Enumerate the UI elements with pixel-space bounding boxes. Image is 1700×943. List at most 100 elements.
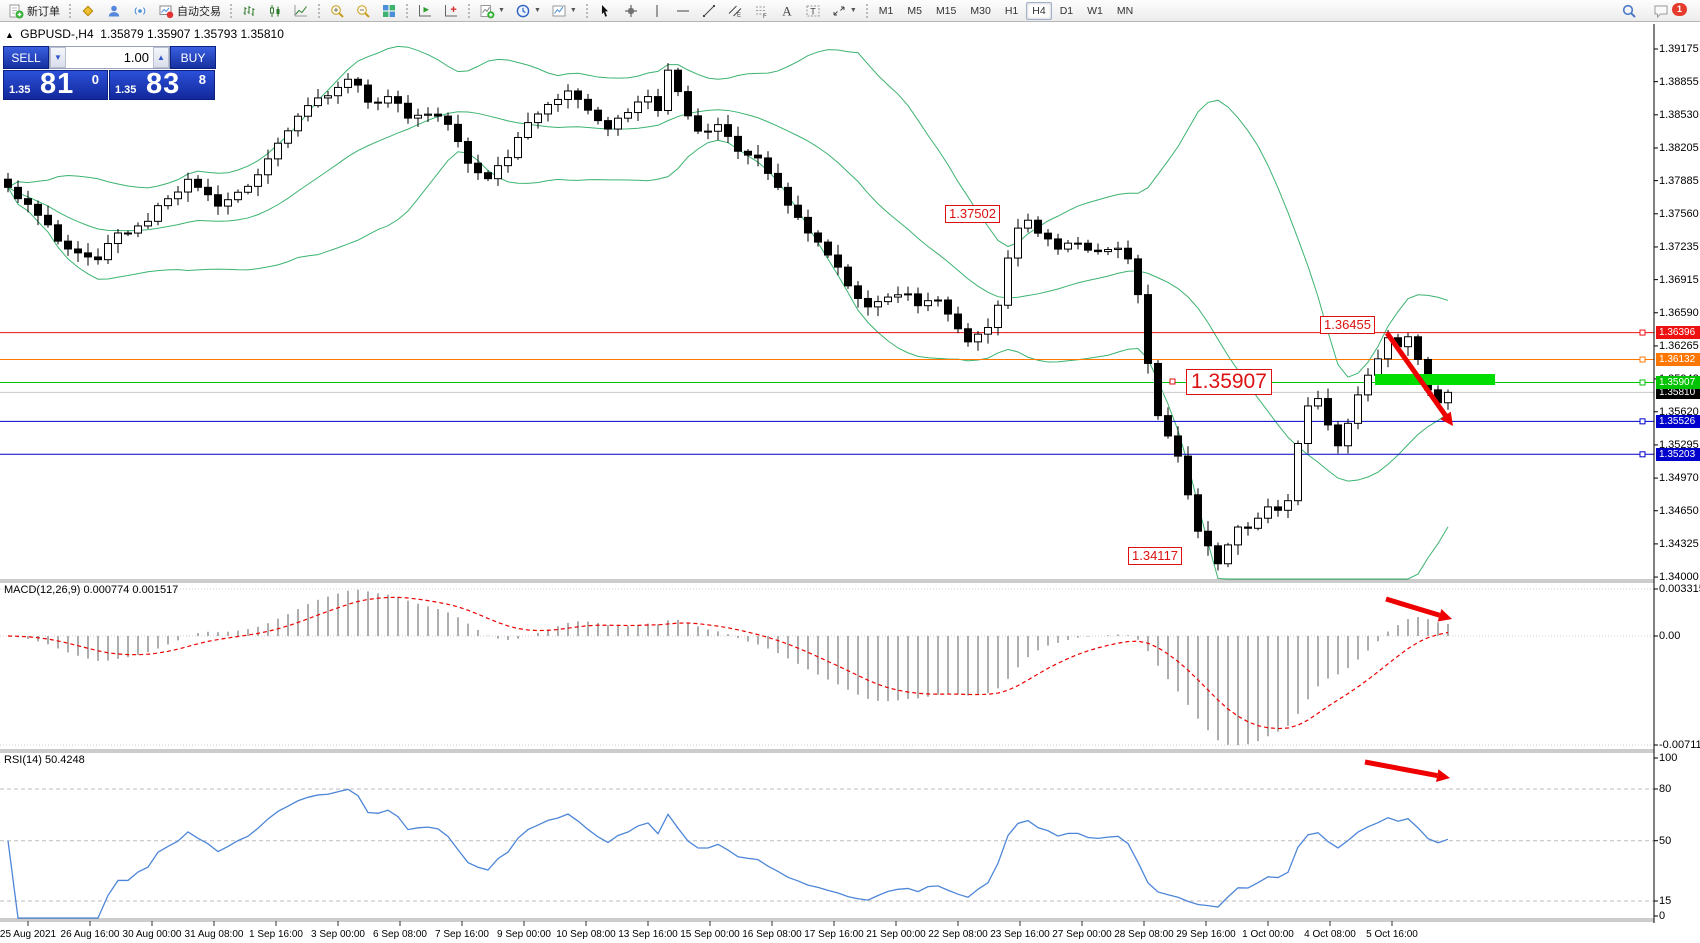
timeframe-M5[interactable]: M5 bbox=[907, 4, 922, 17]
time-axis-label: 1 Oct 00:00 bbox=[1242, 929, 1294, 940]
trendline-icon[interactable] bbox=[697, 0, 721, 21]
time-axis-label: 5 Oct 16:00 bbox=[1366, 929, 1418, 940]
toolbar-buttons: 新订单 自动交易 ▼ ▼ ▼ E F A T ▼ bbox=[3, 0, 872, 21]
text-icon[interactable]: A bbox=[775, 0, 799, 21]
top-toolbar: 新订单 自动交易 ▼ ▼ ▼ E F A T ▼ M1 M5 M15 M30 H1 H4 D1 W1 MN 1 bbox=[0, 0, 1700, 22]
buy-price-prefix: 1.35 bbox=[115, 84, 137, 96]
trend-arrow-annotations[interactable] bbox=[1364, 331, 1453, 782]
timeframe-M1[interactable]: M1 bbox=[878, 4, 894, 17]
time-axis-label: 28 Sep 08:00 bbox=[1114, 929, 1174, 940]
vertical-line-icon[interactable] bbox=[645, 0, 669, 21]
toolbar-separator bbox=[318, 3, 320, 18]
toolbar-separator bbox=[230, 3, 232, 18]
line-chart-icon[interactable] bbox=[289, 0, 313, 21]
toolbar-right: 1 bbox=[1616, 1, 1695, 21]
new-chart-icon[interactable]: ▼ bbox=[475, 0, 509, 21]
price-callout[interactable]: 1.37502 bbox=[945, 205, 1000, 223]
signals-icon[interactable] bbox=[128, 0, 152, 21]
chat-icon[interactable] bbox=[1649, 1, 1673, 22]
axis-tick-label: 1.37235 bbox=[1659, 240, 1699, 253]
green-highlight-zone[interactable] bbox=[1375, 374, 1495, 385]
time-axis-label: 13 Sep 16:00 bbox=[618, 929, 678, 940]
bar-chart-icon[interactable] bbox=[237, 0, 261, 21]
axis-tick-label: 100 bbox=[1659, 752, 1678, 764]
notification-badge[interactable]: 1 bbox=[1672, 2, 1687, 16]
horizontal-line-icon[interactable] bbox=[671, 0, 695, 21]
axis-tick-label: 1.34970 bbox=[1659, 472, 1699, 485]
axis-tick-label: 0.00 bbox=[1659, 630, 1681, 642]
axis-tick-label: 0.003315 bbox=[1659, 583, 1700, 595]
arrow-objects-icon[interactable]: ▼ bbox=[827, 0, 861, 21]
hline-anchor-handle[interactable] bbox=[1639, 329, 1646, 336]
volume-decrease-button[interactable]: ▼ bbox=[50, 47, 66, 68]
timeframe-toolbar: M1 M5 M15 M30 H1 H4 D1 W1 MN bbox=[872, 1, 1140, 20]
time-axis-label: 21 Sep 00:00 bbox=[866, 929, 926, 940]
timeframe-H1[interactable]: H1 bbox=[1004, 4, 1019, 17]
price-callout[interactable]: 1.34117 bbox=[1128, 547, 1183, 565]
hline-anchor-handle[interactable] bbox=[1639, 379, 1646, 386]
zoom-out-icon[interactable] bbox=[351, 0, 375, 21]
time-axis-label: 16 Sep 08:00 bbox=[742, 929, 802, 940]
tile-windows-icon[interactable] bbox=[377, 0, 401, 21]
volume-control: ▼ 1.00 ▲ bbox=[49, 46, 170, 69]
price-callout[interactable]: 1.35907 bbox=[1186, 369, 1272, 395]
periodicity-icon[interactable]: ▼ bbox=[511, 0, 545, 21]
horizontal-line-objects[interactable] bbox=[0, 329, 1654, 458]
volume-input[interactable]: 1.00 bbox=[123, 50, 149, 65]
svg-text:T: T bbox=[810, 6, 816, 16]
candlestick-series bbox=[4, 63, 1452, 571]
sell-button[interactable]: SELL bbox=[3, 46, 49, 69]
svg-text:E: E bbox=[737, 13, 741, 19]
time-axis-label: 29 Sep 16:00 bbox=[1176, 929, 1236, 940]
axis-tick-label: 1.39175 bbox=[1659, 43, 1699, 55]
auto-trading-icon[interactable]: 自动交易 bbox=[154, 0, 225, 21]
ohlc-open: 1.35879 bbox=[100, 27, 144, 41]
buy-price-panel[interactable]: 1.35 83 8 bbox=[109, 68, 215, 100]
price-line-axis-label: 1.35810 bbox=[1656, 385, 1700, 399]
fibonacci-icon[interactable]: F bbox=[749, 0, 773, 21]
time-axis-label: 27 Sep 00:00 bbox=[1052, 929, 1112, 940]
accounts-icon[interactable] bbox=[102, 0, 126, 21]
hline-anchor-handle[interactable] bbox=[1639, 418, 1646, 425]
sell-price-panel[interactable]: 1.35 81 0 bbox=[3, 68, 108, 100]
chart-symbol: GBPUSD-,H4 bbox=[20, 27, 94, 41]
axis-tick-label: -0.007112 bbox=[1659, 739, 1700, 751]
chart-shift-icon[interactable] bbox=[439, 0, 463, 21]
timeframe-M15[interactable]: M15 bbox=[935, 4, 957, 17]
cursor-icon[interactable] bbox=[593, 0, 617, 21]
toolbar-separator bbox=[865, 3, 868, 18]
zoom-in-icon[interactable] bbox=[325, 0, 349, 21]
deposit-icon[interactable] bbox=[76, 0, 100, 21]
crosshair-icon[interactable] bbox=[619, 0, 643, 21]
timeframe-M30[interactable]: M30 bbox=[970, 4, 991, 17]
axis-tick-label: 1.34650 bbox=[1659, 504, 1699, 517]
time-axis-label: 3 Sep 00:00 bbox=[311, 929, 365, 940]
timeframe-MN[interactable]: MN bbox=[1116, 4, 1134, 17]
text-label-icon[interactable]: T bbox=[801, 0, 825, 21]
axis-tick-label: 1.37885 bbox=[1659, 174, 1699, 187]
buy-button[interactable]: BUY bbox=[170, 46, 216, 69]
time-axis-label: 25 Aug 2021 bbox=[0, 929, 57, 940]
macd-label: MACD(12,26,9) 0.000774 0.001517 bbox=[4, 584, 179, 596]
time-axis-label: 17 Sep 16:00 bbox=[804, 929, 864, 940]
sell-price-big: 81 bbox=[40, 68, 75, 100]
timeframe-H4[interactable]: H4 bbox=[1026, 1, 1052, 20]
time-axis-label: 7 Sep 16:00 bbox=[435, 929, 489, 940]
price-callout[interactable]: 1.36455 bbox=[1320, 316, 1375, 334]
timeframe-D1[interactable]: D1 bbox=[1059, 4, 1074, 17]
hline-anchor-handle[interactable] bbox=[1639, 356, 1646, 363]
volume-increase-button[interactable]: ▲ bbox=[153, 47, 169, 68]
buy-price-sup: 8 bbox=[198, 72, 206, 87]
templates-icon[interactable]: ▼ bbox=[547, 0, 581, 21]
candlestick-icon[interactable] bbox=[263, 0, 287, 21]
new-order-icon[interactable]: 新订单 bbox=[4, 0, 64, 21]
auto-scroll-icon[interactable] bbox=[413, 0, 437, 21]
equidistant-channel-icon[interactable]: E bbox=[723, 0, 747, 21]
rsi-label: RSI(14) 50.4248 bbox=[4, 754, 85, 766]
timeframe-W1[interactable]: W1 bbox=[1087, 4, 1103, 17]
hline-anchor-handle[interactable] bbox=[1639, 451, 1646, 458]
search-icon[interactable] bbox=[1617, 1, 1641, 22]
toolbar-separator bbox=[468, 3, 470, 18]
